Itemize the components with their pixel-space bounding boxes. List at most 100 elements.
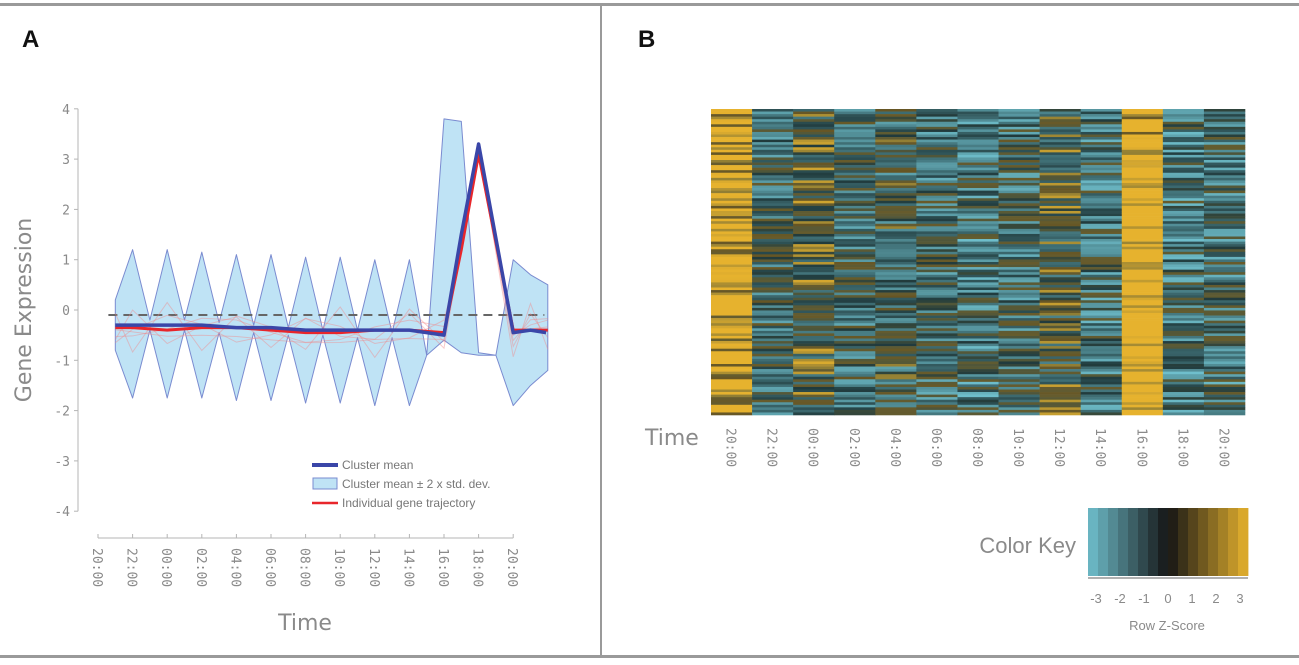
heatmap-cell <box>793 307 835 311</box>
x-tick-label: 20:00 <box>89 548 104 587</box>
heatmap-cell <box>1121 295 1164 298</box>
heatmap-cell <box>998 394 1040 398</box>
heatmap-cell <box>752 369 794 372</box>
heatmap-cell <box>957 129 999 133</box>
heatmap-cell <box>834 386 876 390</box>
heatmap-cell <box>834 152 876 156</box>
heatmap-cell <box>752 205 794 209</box>
heatmap-cell <box>1162 348 1205 352</box>
heatmap-cell <box>1039 205 1081 209</box>
heatmap-cell <box>1203 297 1246 301</box>
heatmap-cell <box>916 374 958 378</box>
heatmap-cell <box>1162 356 1205 360</box>
heatmap-cell <box>957 241 999 245</box>
heatmap-cell <box>793 361 835 365</box>
heatmap-cell <box>1039 147 1081 151</box>
heatmap-cell <box>1203 307 1246 311</box>
heatmap-cell <box>834 208 876 212</box>
heatmap-cell <box>752 147 794 151</box>
heatmap-cell <box>1121 119 1164 123</box>
heatmap-cell <box>1080 346 1123 349</box>
heatmap-cell <box>916 149 958 153</box>
heatmap-cell <box>1039 310 1081 314</box>
heatmap-cell <box>1203 358 1246 362</box>
heatmap-cell <box>1080 170 1123 174</box>
color-key-tick-label: 0 <box>1164 591 1171 606</box>
heatmap-cell <box>711 195 753 199</box>
heatmap-cell <box>1203 129 1246 133</box>
heatmap-cell <box>916 399 958 403</box>
heatmap-cell <box>875 131 917 135</box>
heatmap-cell <box>957 364 999 367</box>
heatmap-cell <box>1203 290 1246 293</box>
heatmap-cell <box>875 371 917 375</box>
heatmap-cell <box>834 149 876 153</box>
heatmap-cell <box>711 111 753 115</box>
heatmap-cell <box>916 109 958 112</box>
heatmap-cell <box>998 399 1040 403</box>
heatmap-cell <box>1162 394 1205 398</box>
heatmap-cell <box>957 325 999 329</box>
heatmap-cell <box>711 290 753 293</box>
heatmap-cell <box>916 256 958 260</box>
heatmap-cell <box>1203 346 1246 349</box>
heatmap-cell <box>957 300 999 304</box>
heatmap-cell <box>711 318 753 321</box>
heatmap-cell <box>957 139 999 143</box>
heatmap-cell <box>1162 116 1205 120</box>
heatmap-cell <box>793 305 835 309</box>
heatmap-cell <box>916 239 958 242</box>
heatmap-cell <box>998 274 1040 278</box>
heatmap-cell <box>1162 216 1205 219</box>
heatmap-cell <box>875 251 917 255</box>
heatmap-cell <box>998 256 1040 260</box>
heatmap-cell <box>711 221 753 225</box>
heatmap-cell <box>1039 109 1081 112</box>
heatmap-cell <box>1039 394 1081 398</box>
heatmap-cell <box>1203 384 1246 388</box>
heatmap-cell <box>875 333 917 337</box>
heatmap-cell <box>1080 165 1123 168</box>
heatmap-cell <box>875 315 917 319</box>
heatmap-cell <box>711 223 753 227</box>
heatmap-cell <box>752 279 794 283</box>
heatmap-cell <box>957 111 999 115</box>
heatmap-cell <box>793 272 835 276</box>
heatmap-cell <box>1162 200 1205 204</box>
heatmap-cell <box>1121 198 1164 202</box>
heatmap-cell <box>834 284 876 288</box>
heatmap-cell <box>1162 310 1205 314</box>
heatmap-cell <box>998 200 1040 204</box>
heatmap-cell <box>998 228 1040 232</box>
heatmap-cell <box>1162 259 1205 263</box>
heatmap-cell <box>1080 137 1123 140</box>
heatmap-cell <box>998 397 1040 400</box>
heatmap-cell <box>834 361 876 365</box>
heatmap-cell <box>1039 111 1081 115</box>
heatmap-cell <box>1121 320 1164 324</box>
heatmap-cell <box>711 371 753 375</box>
heatmap-cell <box>1162 175 1205 179</box>
heatmap-cell <box>916 364 958 367</box>
heatmap-cell <box>875 392 917 395</box>
heatmap-cell <box>752 264 794 268</box>
heatmap-cell <box>1039 167 1081 171</box>
heatmap-cell <box>1162 264 1205 268</box>
heatmap-cell <box>1121 218 1164 222</box>
heatmap-cell <box>1080 295 1123 298</box>
heatmap-cell <box>752 121 794 125</box>
heatmap-cell <box>916 302 958 306</box>
heatmap-cell <box>875 313 917 316</box>
heatmap-cell <box>1039 114 1081 117</box>
heatmap-cell <box>1080 353 1123 357</box>
heatmap-cell <box>957 320 999 324</box>
heatmap-cell <box>1203 310 1246 314</box>
heatmap-cell <box>793 137 835 140</box>
heatmap-cell <box>1162 269 1205 273</box>
heatmap-cell <box>793 407 835 411</box>
heatmap-cell <box>1203 292 1246 296</box>
heatmap-cell <box>752 330 794 334</box>
heatmap-cell <box>957 188 999 191</box>
heatmap-cell <box>752 325 794 329</box>
heatmap-cell <box>1203 241 1246 245</box>
